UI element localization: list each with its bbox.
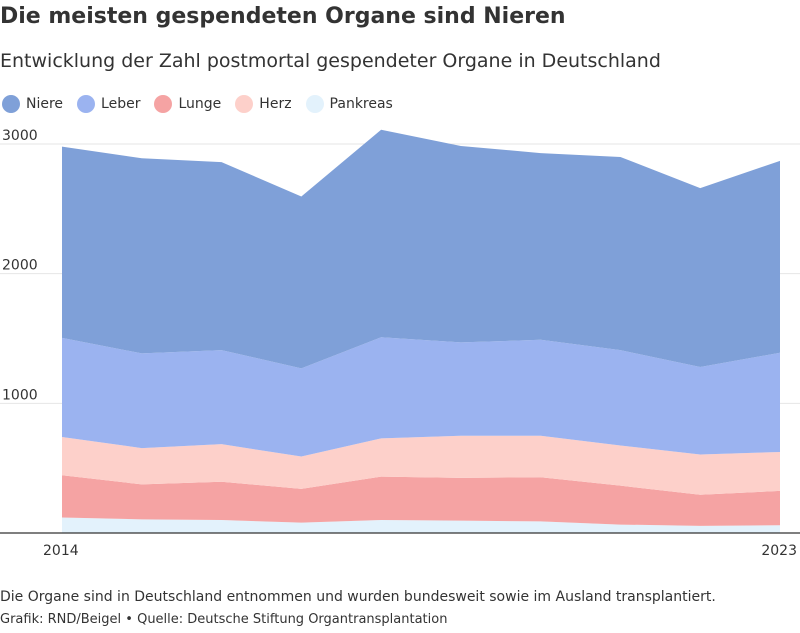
chart-title: Die meisten gespendeten Organe sind Nier… bbox=[0, 4, 566, 29]
legend-label-pankreas: Pankreas bbox=[329, 96, 393, 112]
y-tick-label-3000: 3000 bbox=[2, 128, 38, 144]
legend-swatch-niere bbox=[2, 95, 20, 113]
chart-footnote: Die Organe sind in Deutschland entnommen… bbox=[0, 589, 716, 605]
legend-label-herz: Herz bbox=[259, 96, 292, 112]
y-tick-label-2000: 2000 bbox=[2, 258, 38, 274]
legend-label-lunge: Lunge bbox=[178, 96, 222, 112]
x-tick-label-2023: 2023 bbox=[761, 543, 797, 559]
area-niere bbox=[62, 129, 780, 369]
legend-swatch-pankreas bbox=[305, 95, 324, 113]
chart-subtitle: Entwicklung der Zahl postmortal gespende… bbox=[0, 50, 661, 72]
area-leber bbox=[62, 337, 780, 457]
x-tick-labels: 2014 2023 bbox=[43, 543, 797, 559]
legend-label-leber: Leber bbox=[101, 96, 141, 112]
y-tick-labels: 1000 2000 3000 bbox=[2, 128, 38, 403]
legend-swatch-lunge bbox=[154, 95, 173, 113]
legend-item-pankreas: Pankreas bbox=[305, 95, 393, 113]
area-herz bbox=[62, 435, 780, 495]
legend-swatch-leber bbox=[77, 95, 96, 113]
chart-legend: Niere Leber Lunge Herz Pankreas bbox=[2, 95, 407, 113]
legend-item-niere: Niere bbox=[2, 95, 63, 113]
area-pankreas bbox=[62, 517, 780, 533]
chart-source: Grafik: RND/Beigel • Quelle: Deutsche St… bbox=[0, 612, 448, 627]
legend-item-herz: Herz bbox=[235, 95, 292, 113]
legend-item-leber: Leber bbox=[77, 95, 140, 113]
y-tick-label-1000: 1000 bbox=[2, 387, 38, 403]
area-layers bbox=[62, 129, 780, 533]
area-lunge bbox=[62, 475, 780, 526]
x-tick-label-2014: 2014 bbox=[43, 543, 79, 559]
legend-swatch-herz bbox=[235, 95, 254, 113]
legend-item-lunge: Lunge bbox=[154, 95, 221, 113]
stacked-area-chart: 1000 2000 3000 2014 2023 bbox=[0, 128, 800, 559]
legend-label-niere: Niere bbox=[26, 96, 64, 112]
